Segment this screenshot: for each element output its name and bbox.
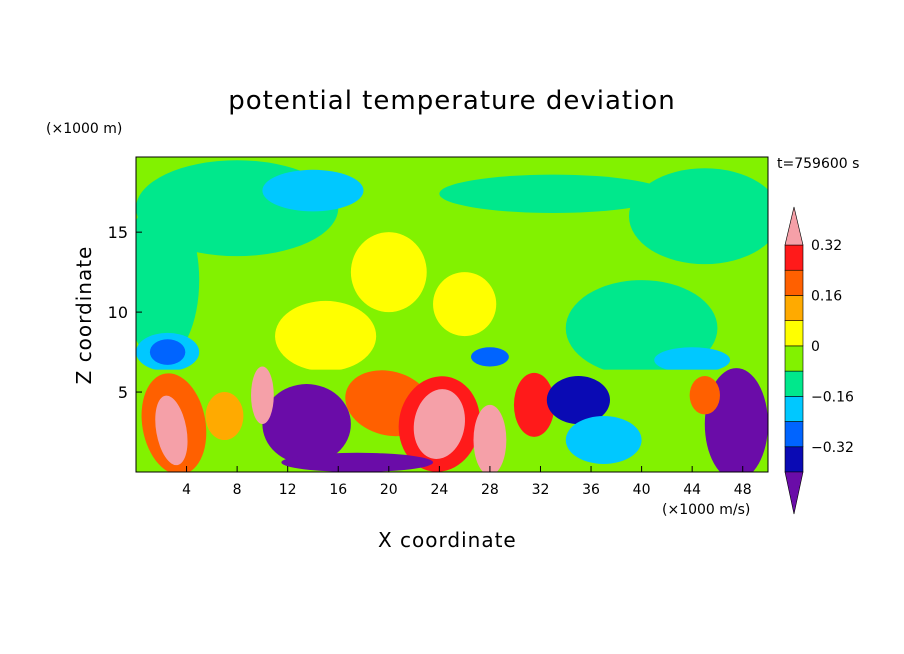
x-tick-label-5: 24: [430, 482, 448, 498]
x-tick-label-0: 4: [182, 482, 191, 498]
plot-frame: [135, 156, 769, 473]
pink-core-3: [413, 389, 465, 459]
x-tick-label-4: 20: [380, 482, 398, 498]
colorbar-segment-7: [784, 295, 804, 321]
colorbar-label-3: −0.16: [811, 389, 854, 405]
x-axis-label: X coordinate: [378, 528, 517, 552]
y-tick-label-2: 15: [108, 223, 128, 242]
warm-patch-right: [689, 376, 720, 415]
upper-green-band-3: [628, 168, 768, 265]
blue-patch-mid: [470, 347, 509, 367]
x-axis: 4 8 12 16 20 24 28 32 36 40 44 48: [182, 466, 752, 498]
yellow-patch-2: [275, 300, 377, 372]
left-green-column: [136, 200, 200, 361]
y-axis-unit: (×1000 m): [46, 121, 123, 137]
time-label: t=759600 s: [777, 156, 860, 172]
x-tick-label-8: 36: [582, 482, 600, 498]
blue-patch-left: [149, 339, 186, 365]
colorbar-label-1: 0.16: [811, 288, 842, 304]
warm-plume-5: [513, 372, 555, 437]
colorbar-segment-5: [784, 345, 804, 372]
colorbar-segment-4: [784, 370, 804, 397]
cyan-patch-low: [565, 416, 642, 465]
x-tick-label-6: 28: [481, 482, 499, 498]
colorbar: 0.32 0.16 0 −0.16 −0.32: [784, 206, 854, 515]
cold-pool-right: [704, 368, 768, 472]
upper-green-band-2: [439, 174, 667, 213]
pink-core-4: [473, 404, 507, 472]
x-tick-label-3: 16: [329, 482, 347, 498]
colorbar-segment-1: [784, 446, 804, 473]
yellow-patch-3: [433, 272, 497, 337]
pink-core-left: [155, 395, 188, 466]
chart-title: potential temperature deviation: [228, 86, 676, 116]
cold-pool-1: [262, 384, 351, 465]
colorbar-segment-9: [784, 244, 804, 271]
upper-cyan-patch: [262, 169, 364, 212]
x-tick-label-7: 32: [532, 482, 550, 498]
x-tick-label-11: 48: [734, 482, 752, 498]
colorbar-segment-6: [784, 320, 804, 347]
yellow-patch-1: [350, 232, 427, 313]
colorbar-segment-3: [784, 396, 804, 422]
orange-patch: [205, 392, 244, 441]
colorbar-segment-8: [784, 269, 804, 296]
x-axis-unit: (×1000 m/s): [662, 502, 751, 518]
x-tick-label-9: 40: [633, 482, 651, 498]
y-tick-label-1: 10: [108, 303, 128, 322]
colorbar-extend-max: [784, 206, 804, 246]
colorbar-label-2: 0: [811, 339, 820, 355]
cyan-patch-right: [654, 347, 731, 373]
pink-streak-1: [251, 366, 274, 425]
y-axis: 5 10 15: [108, 223, 142, 402]
x-tick-label-10: 44: [683, 482, 701, 498]
y-tick-label-0: 5: [118, 383, 128, 402]
contour-field: [136, 157, 768, 472]
colorbar-label-4: −0.32: [811, 440, 854, 456]
surface-cold: [281, 452, 434, 472]
colorbar-segment-2: [784, 421, 804, 448]
blue-patch-low: [546, 376, 611, 425]
x-tick-label-1: 8: [233, 482, 242, 498]
colorbar-extend-min: [784, 471, 804, 515]
colorbar-label-0: 0.32: [811, 238, 842, 254]
x-tick-label-2: 12: [279, 482, 297, 498]
